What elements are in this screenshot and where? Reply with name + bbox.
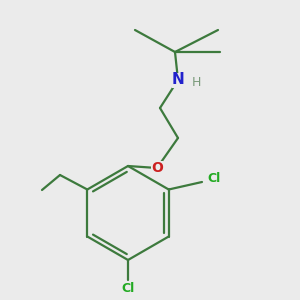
Text: N: N bbox=[172, 73, 184, 88]
Text: Cl: Cl bbox=[122, 281, 135, 295]
Text: H: H bbox=[191, 76, 201, 89]
Text: O: O bbox=[151, 161, 163, 175]
Text: Cl: Cl bbox=[207, 172, 220, 184]
